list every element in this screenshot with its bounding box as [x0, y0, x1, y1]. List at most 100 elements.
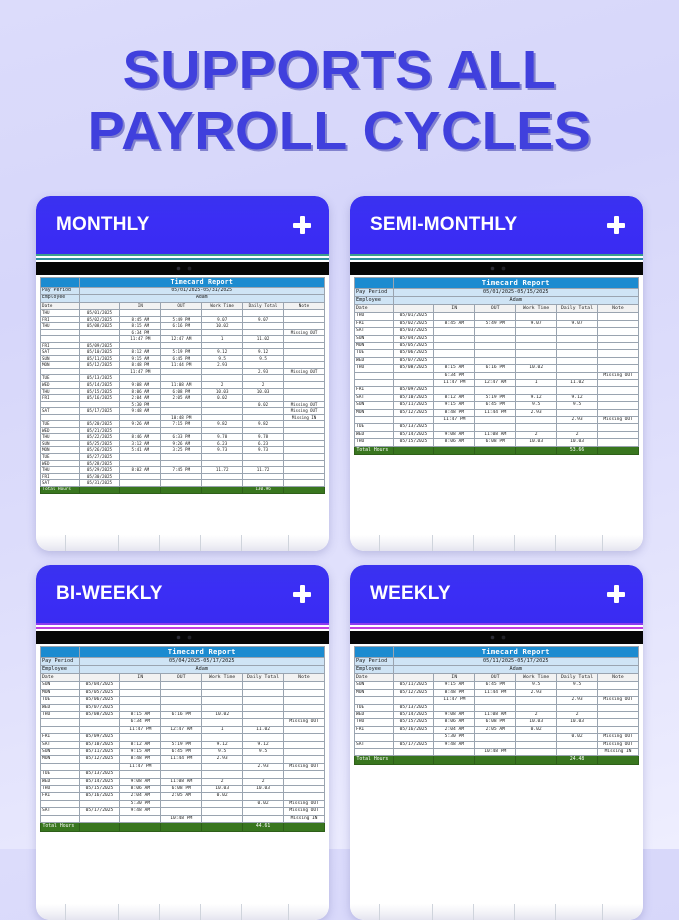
cell-day[interactable] — [40, 814, 80, 824]
cell-in[interactable] — [433, 703, 476, 712]
cell-out[interactable] — [160, 770, 203, 779]
table-row[interactable]: TUE 05/13/2025 — [354, 703, 639, 712]
plus-icon[interactable] — [293, 216, 311, 234]
cell-out[interactable]: 11:44 PM — [160, 755, 203, 764]
cell-daily[interactable] — [556, 356, 599, 366]
table-row[interactable]: 11:47 PM 12:47 AM 1 11.02 — [40, 725, 325, 735]
table-row[interactable]: SUN 05/11/2025 9:15 AM 6:45 PM 9.5 9.5 — [40, 747, 325, 757]
cell-daily[interactable] — [242, 792, 285, 801]
cell-note[interactable] — [597, 438, 639, 447]
cell-note[interactable] — [283, 747, 325, 757]
cell-daily[interactable] — [556, 341, 599, 351]
cell-out[interactable]: 5:19 PM — [474, 393, 517, 403]
table-row[interactable]: FRI 05/16/2025 2:04 AM 2:05 AM 0.02 — [354, 725, 639, 735]
cell-work[interactable] — [515, 356, 558, 366]
cell-in[interactable] — [119, 688, 162, 698]
cell-day[interactable] — [40, 799, 80, 809]
cell-note[interactable] — [283, 784, 325, 794]
cell-work[interactable]: 10.02 — [515, 364, 558, 373]
cell-day[interactable]: MON — [40, 755, 80, 764]
cell-note[interactable] — [283, 733, 325, 742]
cell-out[interactable]: 2:05 AM — [474, 725, 517, 735]
cell-work[interactable] — [515, 703, 558, 712]
cell-out[interactable] — [474, 386, 517, 395]
cell-note[interactable] — [597, 725, 639, 735]
cell-date[interactable]: 05/16/2025 — [392, 725, 435, 735]
cell-date[interactable]: 05/13/2025 — [78, 770, 121, 779]
cell-in[interactable]: 11:47 PM — [119, 762, 162, 772]
cell-in[interactable] — [433, 386, 476, 395]
cell-date[interactable]: 05/13/2025 — [392, 703, 435, 712]
table-row[interactable]: 11:47 PM 2.93 Missing OUT — [354, 415, 639, 425]
table-row[interactable]: 10:48 PM Missing IN — [354, 747, 639, 757]
table-row[interactable]: 6:34 PM Missing OUT — [40, 328, 325, 337]
cell-out[interactable] — [474, 733, 517, 742]
table-row[interactable]: THU 05/08/2025 8:15 AM 6:16 PM 10.02 — [40, 710, 325, 720]
table-row[interactable]: SUN 05/11/2025 9:15 AM 6:45 PM 9.5 9.5 — [354, 681, 639, 690]
cell-in[interactable]: 9:08 AM — [433, 430, 476, 440]
cell-day[interactable]: MON — [354, 688, 394, 698]
cell-note[interactable] — [597, 319, 639, 329]
cell-date[interactable]: 05/09/2025 — [78, 733, 121, 742]
cell-in[interactable]: 9:08 AM — [119, 777, 162, 787]
cell-daily[interactable]: 9.5 — [556, 681, 599, 690]
cell-daily[interactable] — [242, 755, 285, 764]
cell-daily[interactable]: 2 — [242, 777, 285, 787]
cell-day[interactable]: SAT — [354, 327, 394, 336]
cell-in[interactable]: 9:15 AM — [119, 747, 162, 757]
cell-work[interactable] — [201, 688, 244, 698]
cell-in[interactable]: 8:48 PM — [433, 688, 476, 698]
table-row[interactable]: MON 05/12/2025 8:48 PM 11:44 PM 2.93 — [40, 361, 325, 369]
plus-icon[interactable] — [607, 585, 625, 603]
cell-daily[interactable] — [556, 703, 599, 712]
cell-work[interactable] — [201, 703, 244, 712]
cell-daily[interactable]: 10.03 — [556, 718, 599, 727]
cell-day[interactable]: TUE — [354, 349, 394, 358]
cell-in[interactable]: 9:15 AM — [433, 401, 476, 410]
cell-daily[interactable] — [556, 725, 599, 735]
cell-day[interactable]: WED — [354, 356, 394, 366]
cell-date[interactable]: 05/08/2025 — [392, 364, 435, 373]
cell-work[interactable] — [515, 415, 558, 425]
cell-work[interactable] — [201, 814, 244, 824]
cell-out[interactable]: 11:08 AM — [160, 777, 203, 787]
table-row[interactable]: WED 05/14/2025 9:08 AM 11:08 AM 2 2 — [40, 381, 325, 389]
cell-daily[interactable] — [556, 740, 599, 749]
cell-work[interactable] — [201, 718, 244, 727]
cell-in[interactable] — [119, 770, 162, 779]
cell-daily[interactable] — [242, 703, 285, 712]
table-row[interactable]: MON 05/12/2025 8:48 PM 11:44 PM 2.93 — [354, 408, 639, 418]
cell-in[interactable] — [433, 334, 476, 343]
table-row[interactable]: THU 05/15/2025 8:06 AM 6:08 PM 10.03 10.03 — [40, 784, 325, 794]
table-row[interactable]: FRI 05/30/2025 — [40, 472, 325, 481]
cell-out[interactable]: 11:44 PM — [474, 408, 517, 418]
cell-day[interactable]: THU — [354, 718, 394, 727]
cell-out[interactable]: 6:08 PM — [474, 718, 517, 727]
cell-day[interactable] — [354, 747, 394, 757]
cell-work[interactable]: 1 — [201, 725, 244, 735]
cell-note[interactable]: Missing OUT — [597, 371, 639, 380]
cell-in[interactable] — [433, 327, 476, 336]
cell-day[interactable]: TUE — [40, 770, 80, 779]
cell-out[interactable] — [474, 703, 517, 712]
plus-icon[interactable] — [607, 216, 625, 234]
cell-in[interactable]: 8:06 AM — [119, 784, 162, 794]
cell-in[interactable] — [433, 312, 476, 321]
cell-day[interactable]: MON — [40, 688, 80, 698]
cell-out[interactable]: 6:16 PM — [160, 710, 203, 720]
cell-out[interactable] — [474, 423, 517, 432]
cell-work[interactable] — [515, 747, 558, 757]
cell-work[interactable] — [515, 349, 558, 358]
cell-work[interactable]: 9.5 — [201, 747, 244, 757]
cell-date[interactable] — [78, 725, 121, 735]
cell-in[interactable] — [433, 747, 476, 757]
cell-daily[interactable]: 2.93 — [556, 696, 599, 705]
cell-day[interactable]: SUN — [354, 681, 394, 690]
table-row[interactable]: TUE 05/20/2025 9:26 AM 7:15 PM 9.82 9.82 — [40, 420, 325, 428]
cell-daily[interactable] — [242, 807, 285, 816]
table-row[interactable]: SUN 05/04/2025 — [354, 334, 639, 343]
cell-out[interactable]: 11:08 AM — [474, 710, 517, 720]
cell-out[interactable]: 6:45 PM — [474, 681, 517, 690]
cell-work[interactable] — [201, 696, 244, 705]
cell-daily[interactable] — [556, 312, 599, 321]
